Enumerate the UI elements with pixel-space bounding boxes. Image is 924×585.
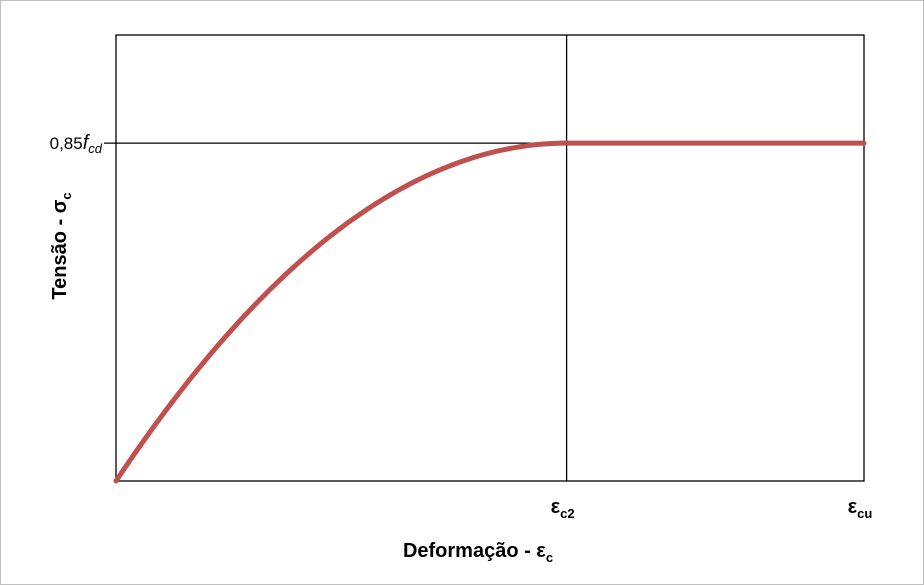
y-axis-label: Tensão - σc [49, 192, 74, 299]
plot-area [115, 34, 865, 482]
x-tick-label: εc2 [551, 496, 575, 521]
series-line [113, 140, 867, 484]
x-axis-label: Deformação - εc [403, 540, 553, 565]
x-tick-label: εcu [848, 496, 873, 521]
y-tick-label: 0,85fcd [50, 132, 103, 156]
